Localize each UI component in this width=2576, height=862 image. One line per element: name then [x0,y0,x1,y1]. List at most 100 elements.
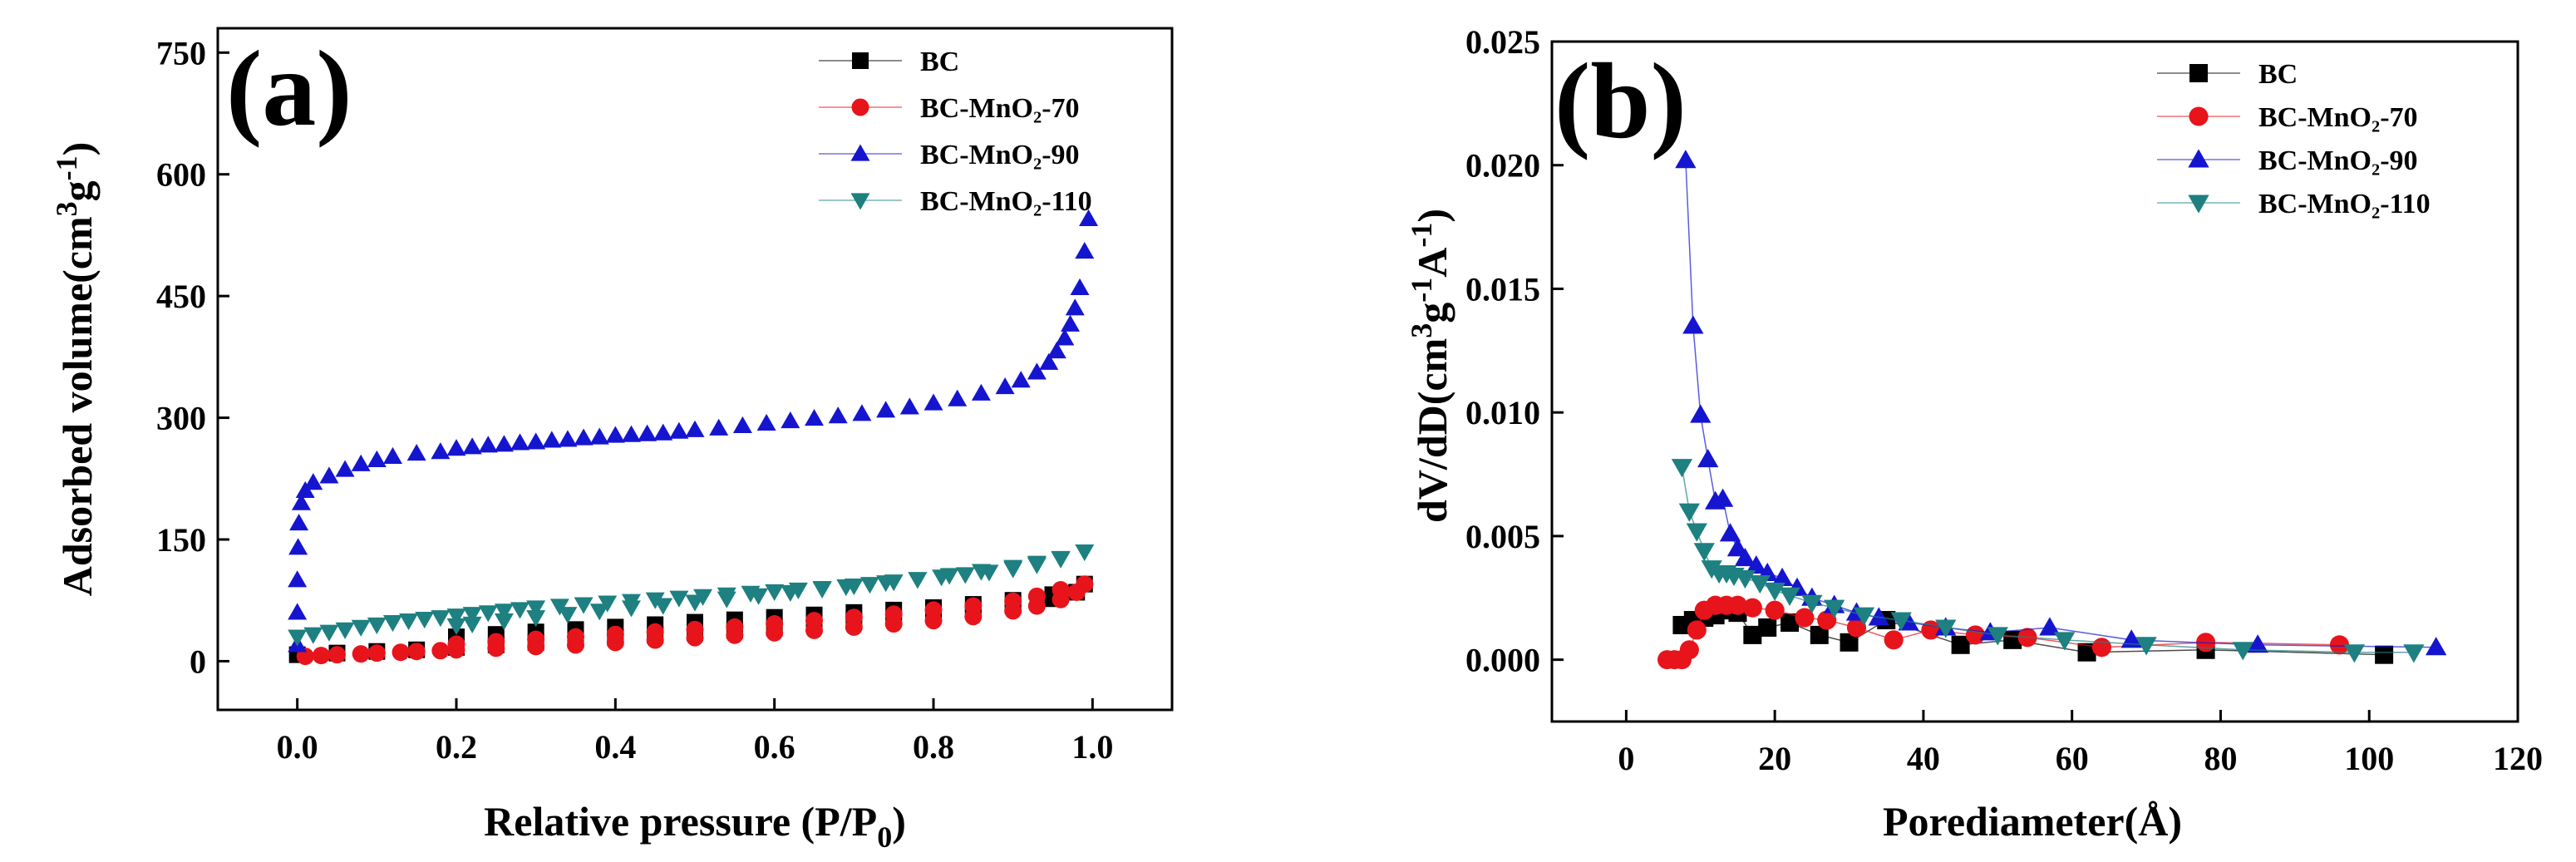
data-point [884,605,903,623]
data-point [487,633,505,651]
data-point [2054,632,2076,651]
y-tick-label: 0.000 [1465,642,1540,679]
data-point [415,612,435,629]
data-point [1079,209,1099,227]
data-point [462,607,482,624]
data-point [367,617,387,634]
legend-marker [2189,64,2208,82]
data-point [406,444,426,461]
data-point [726,618,744,636]
y-tick-label: 0 [190,643,206,680]
data-point [1686,523,1707,542]
data-point [319,624,339,642]
data-point [462,437,482,455]
data-point [288,603,308,620]
data-point [1004,592,1022,610]
data-point [589,603,609,621]
data-point [844,579,864,596]
panel-b-y-title-end: ) [1409,209,1455,223]
data-point [1047,342,1066,359]
data-point [2077,643,2096,662]
data-point [335,460,355,477]
data-point [876,575,896,593]
data-point [1075,241,1095,259]
data-point [2403,644,2425,663]
data-point [1687,620,1707,640]
y-tick-label: 450 [156,278,206,315]
data-point [462,616,482,634]
panel-a-ticks [218,51,1094,710]
panel-b-y-title-main: dV/dD(cm [1409,338,1455,523]
data-point [2247,634,2268,653]
data-point [526,432,546,450]
data-point [574,428,594,446]
data-point [805,409,824,426]
x-tick-label: 80 [2204,740,2237,777]
data-point [606,625,624,643]
panel-a-series [288,209,1099,666]
data-point [1746,554,1767,574]
y-tick-label: 600 [156,156,206,194]
data-point [845,608,863,627]
y-tick-label: 0.010 [1465,394,1540,431]
y-tick-label: 0.015 [1465,270,1540,308]
data-point [1742,598,1762,618]
data-point [319,466,339,484]
data-point [1817,610,1837,630]
series-bc-mno2-110 [288,544,1095,647]
data-point [1764,582,1785,601]
data-point [494,613,514,631]
data-point [407,643,426,661]
data-point [431,442,451,460]
data-point [2135,637,2157,656]
data-point [1853,607,1875,626]
panel-a-y-title-sup1: 3 [50,201,83,216]
data-point [1749,574,1771,594]
legend-marker [851,98,869,116]
legend-label: BC [920,47,959,77]
panel-a-y-title-mid: g [54,180,101,201]
data-point [955,567,975,584]
x-tick-label: 0.4 [594,728,636,766]
data-point [1758,618,1777,637]
data-point [685,594,705,612]
data-point [291,493,311,510]
data-point [478,436,498,453]
data-point [288,538,308,555]
panel-b-series [1657,150,2447,670]
data-point [1727,595,1748,615]
panel-a-tick-labels: 0.0 0.2 0.4 0.6 0.8 1.0 0 150 300 450 600 750 [156,34,1113,766]
panel-b-y-title-sup3: -1 [1405,223,1438,248]
x-tick-label: 0.6 [754,728,795,766]
x-tick-label: 100 [2344,740,2394,777]
data-point [605,426,625,443]
data-point [1693,543,1715,562]
data-point [1027,362,1047,380]
data-point [621,425,641,442]
panel-b-label: (b) [1554,42,1687,161]
data-point [1868,607,1889,626]
data-point [558,430,578,447]
data-point [399,613,419,631]
data-point [971,564,991,581]
data-point [638,424,658,441]
data-point [852,404,872,421]
x-tick-label: 20 [1758,740,1791,777]
data-point [669,421,689,439]
panel-b-y-title-mid2: A [1409,248,1455,278]
data-point [1840,633,1859,652]
data-point [899,397,919,415]
data-point [1734,569,1756,589]
data-point [1052,581,1070,599]
panel-b-x-axis-title: Porediameter(Å) [1883,798,2182,845]
x-tick-label: 40 [1907,740,1940,777]
data-point [1884,630,1904,650]
panel-a-y-title-sup2: -1 [50,155,83,180]
data-point [924,393,943,411]
data-point [765,584,785,601]
data-point [653,423,673,441]
data-point [494,603,514,621]
panel-a-legend: BC BC-MnO₂-70 BC-MnO₂-90 BC-MnO₂-110 [819,47,1092,217]
data-point [1671,459,1693,478]
data-point [1712,488,1734,507]
